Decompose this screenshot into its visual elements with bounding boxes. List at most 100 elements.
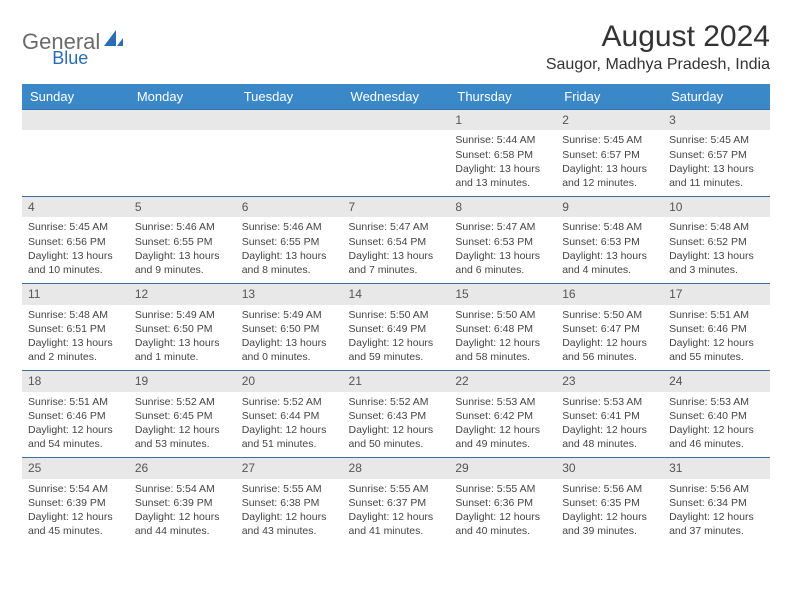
calendar-cell: [129, 110, 236, 197]
calendar-cell: 9Sunrise: 5:48 AMSunset: 6:53 PMDaylight…: [556, 197, 663, 284]
day-details: Sunrise: 5:56 AMSunset: 6:34 PMDaylight:…: [663, 479, 770, 545]
month-title: August 2024: [546, 20, 770, 54]
day-number: 14: [343, 284, 450, 304]
day-details: Sunrise: 5:51 AMSunset: 6:46 PMDaylight:…: [663, 305, 770, 371]
calendar-cell: 12Sunrise: 5:49 AMSunset: 6:50 PMDayligh…: [129, 284, 236, 371]
calendar-cell: 14Sunrise: 5:50 AMSunset: 6:49 PMDayligh…: [343, 284, 450, 371]
calendar-cell: 6Sunrise: 5:46 AMSunset: 6:55 PMDaylight…: [236, 197, 343, 284]
calendar-cell: 11Sunrise: 5:48 AMSunset: 6:51 PMDayligh…: [22, 284, 129, 371]
day-details: Sunrise: 5:53 AMSunset: 6:40 PMDaylight:…: [663, 392, 770, 458]
day-details: Sunrise: 5:50 AMSunset: 6:47 PMDaylight:…: [556, 305, 663, 371]
day-details: Sunrise: 5:50 AMSunset: 6:48 PMDaylight:…: [449, 305, 556, 371]
weekday-header: Saturday: [663, 84, 770, 110]
day-number: 4: [22, 197, 129, 217]
calendar-cell: 16Sunrise: 5:50 AMSunset: 6:47 PMDayligh…: [556, 284, 663, 371]
day-details: Sunrise: 5:47 AMSunset: 6:54 PMDaylight:…: [343, 217, 450, 283]
calendar-row: 1Sunrise: 5:44 AMSunset: 6:58 PMDaylight…: [22, 110, 770, 197]
location-label: Saugor, Madhya Pradesh, India: [546, 56, 770, 74]
day-number: 15: [449, 284, 556, 304]
day-number: 16: [556, 284, 663, 304]
day-number: 23: [556, 371, 663, 391]
calendar-cell: [22, 110, 129, 197]
day-number: 3: [663, 110, 770, 130]
day-number: 2: [556, 110, 663, 130]
day-details: Sunrise: 5:49 AMSunset: 6:50 PMDaylight:…: [236, 305, 343, 371]
day-number: 11: [22, 284, 129, 304]
day-number: 22: [449, 371, 556, 391]
day-details: Sunrise: 5:52 AMSunset: 6:44 PMDaylight:…: [236, 392, 343, 458]
calendar-cell: 2Sunrise: 5:45 AMSunset: 6:57 PMDaylight…: [556, 110, 663, 197]
calendar-cell: 19Sunrise: 5:52 AMSunset: 6:45 PMDayligh…: [129, 371, 236, 458]
day-number: 7: [343, 197, 450, 217]
calendar-header-row: SundayMondayTuesdayWednesdayThursdayFrid…: [22, 84, 770, 110]
day-number: 25: [22, 458, 129, 478]
calendar-cell: 15Sunrise: 5:50 AMSunset: 6:48 PMDayligh…: [449, 284, 556, 371]
day-number: 13: [236, 284, 343, 304]
calendar-cell: 30Sunrise: 5:56 AMSunset: 6:35 PMDayligh…: [556, 458, 663, 545]
calendar-cell: 31Sunrise: 5:56 AMSunset: 6:34 PMDayligh…: [663, 458, 770, 545]
day-number: [129, 110, 236, 130]
weekday-header: Thursday: [449, 84, 556, 110]
calendar-cell: 21Sunrise: 5:52 AMSunset: 6:43 PMDayligh…: [343, 371, 450, 458]
day-number: 31: [663, 458, 770, 478]
weekday-header: Monday: [129, 84, 236, 110]
calendar-cell: 27Sunrise: 5:55 AMSunset: 6:38 PMDayligh…: [236, 458, 343, 545]
day-number: 10: [663, 197, 770, 217]
calendar-body: 1Sunrise: 5:44 AMSunset: 6:58 PMDaylight…: [22, 110, 770, 545]
day-details: Sunrise: 5:52 AMSunset: 6:45 PMDaylight:…: [129, 392, 236, 458]
calendar-cell: 17Sunrise: 5:51 AMSunset: 6:46 PMDayligh…: [663, 284, 770, 371]
day-details: Sunrise: 5:53 AMSunset: 6:42 PMDaylight:…: [449, 392, 556, 458]
calendar-cell: 28Sunrise: 5:55 AMSunset: 6:37 PMDayligh…: [343, 458, 450, 545]
day-details: Sunrise: 5:55 AMSunset: 6:38 PMDaylight:…: [236, 479, 343, 545]
day-number: 9: [556, 197, 663, 217]
day-number: [343, 110, 450, 130]
day-number: 28: [343, 458, 450, 478]
brand-logo: General Blue: [22, 28, 124, 55]
calendar-row: 11Sunrise: 5:48 AMSunset: 6:51 PMDayligh…: [22, 284, 770, 371]
weekday-header: Friday: [556, 84, 663, 110]
day-details: Sunrise: 5:50 AMSunset: 6:49 PMDaylight:…: [343, 305, 450, 371]
day-details: Sunrise: 5:52 AMSunset: 6:43 PMDaylight:…: [343, 392, 450, 458]
day-number: 21: [343, 371, 450, 391]
day-details: Sunrise: 5:49 AMSunset: 6:50 PMDaylight:…: [129, 305, 236, 371]
day-details: Sunrise: 5:48 AMSunset: 6:52 PMDaylight:…: [663, 217, 770, 283]
day-details: Sunrise: 5:45 AMSunset: 6:56 PMDaylight:…: [22, 217, 129, 283]
header: General Blue August 2024 Saugor, Madhya …: [22, 20, 770, 74]
calendar-row: 4Sunrise: 5:45 AMSunset: 6:56 PMDaylight…: [22, 197, 770, 284]
calendar-cell: 5Sunrise: 5:46 AMSunset: 6:55 PMDaylight…: [129, 197, 236, 284]
day-number: 17: [663, 284, 770, 304]
weekday-header: Tuesday: [236, 84, 343, 110]
day-number: [22, 110, 129, 130]
day-number: 5: [129, 197, 236, 217]
day-details: [236, 130, 343, 188]
day-number: 6: [236, 197, 343, 217]
brand-name-part2: Blue: [52, 48, 88, 69]
day-details: [129, 130, 236, 188]
title-block: August 2024 Saugor, Madhya Pradesh, Indi…: [546, 20, 770, 74]
day-details: Sunrise: 5:46 AMSunset: 6:55 PMDaylight:…: [129, 217, 236, 283]
calendar-cell: 7Sunrise: 5:47 AMSunset: 6:54 PMDaylight…: [343, 197, 450, 284]
day-details: Sunrise: 5:46 AMSunset: 6:55 PMDaylight:…: [236, 217, 343, 283]
day-number: 19: [129, 371, 236, 391]
calendar-cell: 18Sunrise: 5:51 AMSunset: 6:46 PMDayligh…: [22, 371, 129, 458]
day-details: Sunrise: 5:54 AMSunset: 6:39 PMDaylight:…: [22, 479, 129, 545]
calendar-page: General Blue August 2024 Saugor, Madhya …: [0, 0, 792, 554]
day-number: [236, 110, 343, 130]
day-details: [343, 130, 450, 188]
calendar-cell: 25Sunrise: 5:54 AMSunset: 6:39 PMDayligh…: [22, 458, 129, 545]
day-details: Sunrise: 5:55 AMSunset: 6:36 PMDaylight:…: [449, 479, 556, 545]
day-number: 20: [236, 371, 343, 391]
calendar-cell: 22Sunrise: 5:53 AMSunset: 6:42 PMDayligh…: [449, 371, 556, 458]
day-details: Sunrise: 5:56 AMSunset: 6:35 PMDaylight:…: [556, 479, 663, 545]
calendar-row: 25Sunrise: 5:54 AMSunset: 6:39 PMDayligh…: [22, 458, 770, 545]
day-details: Sunrise: 5:51 AMSunset: 6:46 PMDaylight:…: [22, 392, 129, 458]
calendar-cell: 4Sunrise: 5:45 AMSunset: 6:56 PMDaylight…: [22, 197, 129, 284]
calendar-cell: 3Sunrise: 5:45 AMSunset: 6:57 PMDaylight…: [663, 110, 770, 197]
weekday-header: Sunday: [22, 84, 129, 110]
calendar-cell: 23Sunrise: 5:53 AMSunset: 6:41 PMDayligh…: [556, 371, 663, 458]
calendar-cell: 10Sunrise: 5:48 AMSunset: 6:52 PMDayligh…: [663, 197, 770, 284]
day-number: 1: [449, 110, 556, 130]
calendar-cell: [343, 110, 450, 197]
calendar-cell: 26Sunrise: 5:54 AMSunset: 6:39 PMDayligh…: [129, 458, 236, 545]
calendar-table: SundayMondayTuesdayWednesdayThursdayFrid…: [22, 84, 770, 544]
